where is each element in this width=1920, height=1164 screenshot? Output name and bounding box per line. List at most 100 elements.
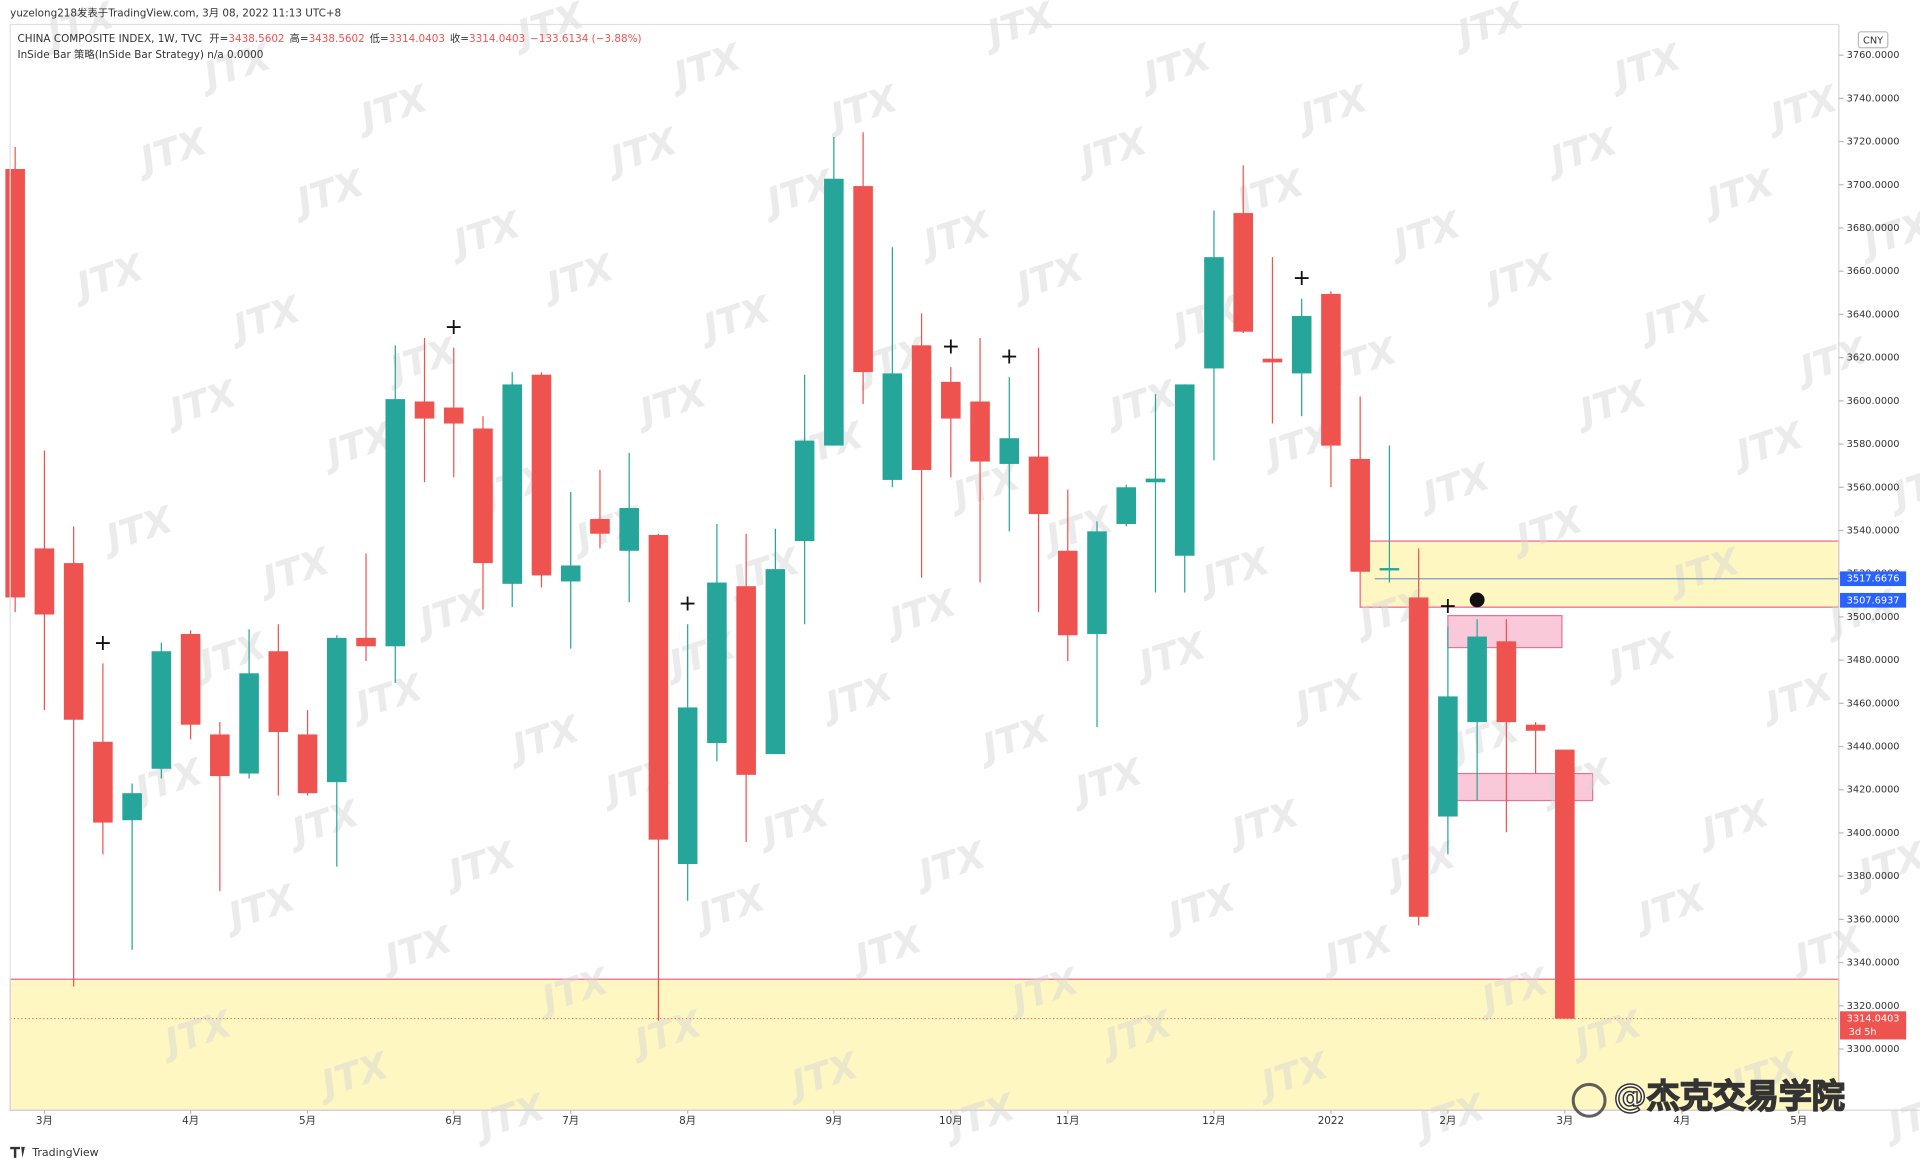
signal-marker: + (445, 315, 463, 340)
candle-body (502, 384, 523, 584)
y-tick-label: 3580.0000 (1847, 439, 1900, 450)
candle-body (911, 345, 932, 470)
candle-body (1379, 568, 1400, 571)
candle-body (941, 381, 961, 419)
signal-marker: + (1000, 344, 1018, 369)
zone-layer (9, 540, 1840, 1111)
candle-body (794, 440, 815, 542)
candle-body (707, 582, 727, 744)
legend-ohlc-value: 3438.5602 (309, 33, 365, 45)
legend-symbol: CHINA COMPOSITE INDEX, 1W, TVC (18, 33, 202, 45)
candle-body (268, 651, 289, 733)
candle-body (882, 373, 903, 480)
candle-body (765, 569, 786, 755)
y-tick-label: 3500.0000 (1847, 612, 1900, 623)
candle-body (590, 519, 610, 534)
signal-marker: ● (1469, 587, 1486, 610)
y-tick-label: 3400.0000 (1847, 828, 1900, 839)
legend-ohlc-value: 3314.0403 (389, 33, 445, 45)
y-tick-label: 3420.0000 (1847, 785, 1900, 796)
x-tick-label: 2022 (1318, 1115, 1344, 1127)
last-price-box (1840, 1011, 1907, 1040)
credit: @杰克交易学院 (1614, 1076, 1845, 1115)
x-tick-label: 5月 (299, 1115, 316, 1127)
candle-body (210, 734, 230, 777)
candle-body (1145, 478, 1166, 483)
candle-body (385, 399, 406, 647)
legend-change: −133.6134 (−3.88%) (530, 33, 641, 45)
candle-body (1438, 696, 1458, 817)
candle-body (1057, 550, 1078, 636)
candle-body (1321, 293, 1341, 446)
currency: CNY (1863, 35, 1883, 46)
y-tick-label: 3440.0000 (1847, 742, 1900, 753)
legend-ohlc-label: 收= (450, 32, 469, 45)
x-tick-label: 7月 (562, 1115, 579, 1127)
x-tick-label: 4月 (182, 1115, 199, 1127)
credit-logo (1571, 1082, 1607, 1118)
x-tick-label: 9月 (825, 1115, 842, 1127)
candle-body (1350, 458, 1370, 572)
candle-body (677, 707, 698, 865)
y-tick-label: 3560.0000 (1847, 482, 1900, 493)
candle-body (1174, 384, 1195, 556)
signal-marker: + (942, 335, 960, 360)
x-tick-label: 6月 (445, 1115, 462, 1127)
candle-body (648, 535, 669, 840)
x-tick-label: 11月 (1056, 1115, 1080, 1127)
candle-body (999, 438, 1020, 464)
candle-body (1291, 315, 1312, 374)
x-tick-label: 3月 (1556, 1115, 1573, 1127)
candle-body (1467, 636, 1487, 723)
signal-marker: + (94, 631, 112, 656)
y-tick-label: 3360.0000 (1847, 914, 1900, 925)
x-tick-label: 8月 (679, 1115, 696, 1127)
candle-body (1028, 456, 1049, 515)
candle-body (327, 637, 347, 783)
candle-body (122, 793, 142, 821)
candle-body (970, 401, 990, 462)
brand: TradingView (31, 1146, 98, 1159)
y-tick-label: 3320.0000 (1847, 1001, 1900, 1012)
zone (9, 978, 1840, 1111)
y-tick-label: 3340.0000 (1847, 958, 1900, 969)
y-tick-label: 3740.0000 (1847, 93, 1900, 104)
price-label-box (1840, 571, 1907, 587)
candle-body (297, 734, 318, 794)
legend-ohlc-value: 3438.5602 (228, 33, 284, 45)
candle-body (1233, 213, 1254, 332)
candle-body (1204, 257, 1224, 369)
candle-body (1525, 724, 1546, 731)
y-tick-label: 3300.0000 (1847, 1044, 1900, 1055)
candle-body (736, 586, 756, 775)
candle-body (356, 637, 376, 647)
x-tick-label: 4月 (1673, 1115, 1690, 1127)
candle-body (1087, 531, 1107, 634)
y-tick-label: 3480.0000 (1847, 655, 1900, 666)
legend: CHINA COMPOSITE INDEX, 1W, TVC 开=3438.560… (18, 32, 642, 45)
signal-marker: + (678, 592, 696, 617)
price-label: 3517.6676 (1847, 574, 1900, 585)
candle-body (1408, 597, 1429, 917)
currency-box (1857, 31, 1889, 49)
legend-ohlc-label: 开= (209, 33, 228, 45)
y-tick-label: 3540.0000 (1847, 525, 1900, 536)
x-tick-label: 3月 (36, 1115, 53, 1127)
candle-body (560, 565, 581, 582)
signal-marker: + (1439, 594, 1457, 619)
candle-body (239, 673, 259, 774)
y-tick-label: 3620.0000 (1847, 353, 1900, 364)
author-line: yuzelong218发表于TradingView.com, 3月 08, 20… (10, 6, 341, 19)
y-tick-label: 3640.0000 (1847, 309, 1900, 320)
y-tick-label: 3460.0000 (1847, 698, 1900, 709)
brand-logo (10, 1146, 25, 1158)
candle-body (1262, 358, 1283, 363)
candle-body (151, 651, 172, 769)
candle-body (1116, 487, 1137, 524)
y-tick-label: 3380.0000 (1847, 871, 1900, 882)
y-tick-label: 3680.0000 (1847, 223, 1900, 234)
candle-body (1555, 749, 1575, 1019)
y-tick-label: 3600.0000 (1847, 396, 1900, 407)
candle-body (824, 178, 844, 446)
